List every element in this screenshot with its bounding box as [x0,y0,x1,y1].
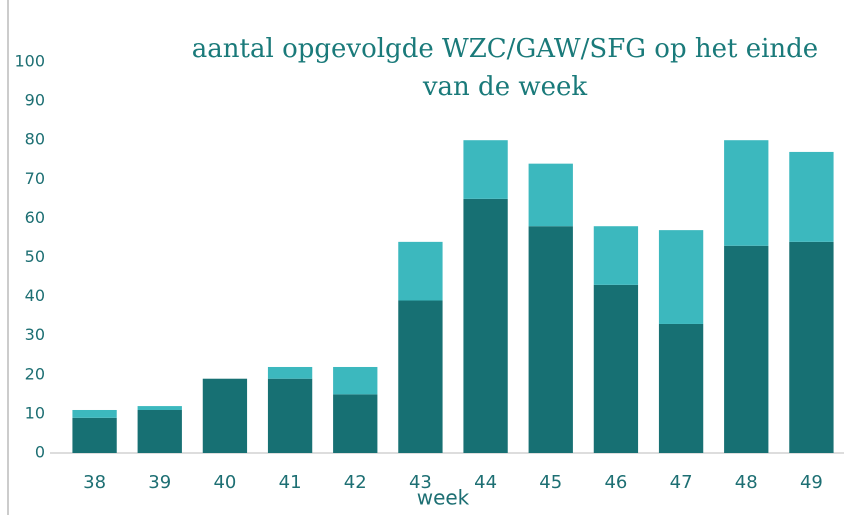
y-tick-label: 70 [25,169,45,188]
bar-segment [137,409,182,453]
bar-segment [333,366,378,395]
x-tick-label: 38 [83,472,106,493]
y-tick-label: 10 [25,403,45,422]
bar-segment [137,406,182,410]
x-tick-label: 49 [800,472,823,493]
bar-segment [202,378,248,453]
bar-segment [658,323,704,453]
bar-segment [528,226,573,453]
chart-title: aantal opgevolgde WZC/GAW/SFG op het ein… [191,34,819,102]
y-tick-label: 80 [25,130,45,149]
y-tick-label: 50 [25,247,45,266]
x-tick-label: 48 [735,472,758,493]
y-tick-label: 40 [25,286,45,305]
x-tick-label: 47 [670,472,693,493]
x-tick-label: 46 [604,472,627,493]
bar-segment [267,378,313,453]
y-tick-label: 90 [25,91,45,110]
bar-segment [789,151,834,242]
y-tick-label: 20 [25,364,45,383]
bar-segment [267,366,313,379]
y-tick-label: 0 [35,443,45,462]
bar-segment [72,417,117,453]
bar-segment [72,409,117,418]
x-tick-label: 39 [148,472,171,493]
x-tick-label: 42 [344,472,367,493]
bar-segment [463,140,508,199]
bar-segment [593,226,639,285]
y-tick-label: 100 [14,52,45,71]
x-axis-label: week [417,486,470,510]
chart-frame [7,0,9,515]
y-tick-label: 30 [25,325,45,344]
bar-segment [789,241,834,453]
x-tick-label: 43 [409,472,432,493]
bar-segment [528,163,573,227]
x-tick-label: 45 [539,472,562,493]
bar-segment [398,300,443,453]
bar-segment [724,245,769,453]
bar-segment [398,241,443,301]
y-tick-label: 60 [25,208,45,227]
bar-segment [593,284,639,453]
bar-segment [463,198,508,453]
bar-segment [724,140,769,246]
x-tick-label: 41 [279,472,302,493]
bar-segment [333,394,378,453]
x-tick-label: 40 [213,472,236,493]
bar-segment [658,230,704,324]
x-tick-label: 44 [474,472,497,493]
